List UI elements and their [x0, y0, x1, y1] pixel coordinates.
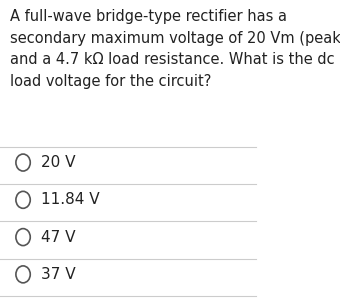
Text: 47 V: 47 V — [41, 230, 75, 245]
Text: 20 V: 20 V — [41, 155, 75, 170]
Text: 11.84 V: 11.84 V — [41, 192, 100, 207]
Text: A full-wave bridge-type rectifier has a
secondary maximum voltage of 20 Vm (peak: A full-wave bridge-type rectifier has a … — [10, 9, 340, 89]
Text: 37 V: 37 V — [41, 267, 76, 282]
